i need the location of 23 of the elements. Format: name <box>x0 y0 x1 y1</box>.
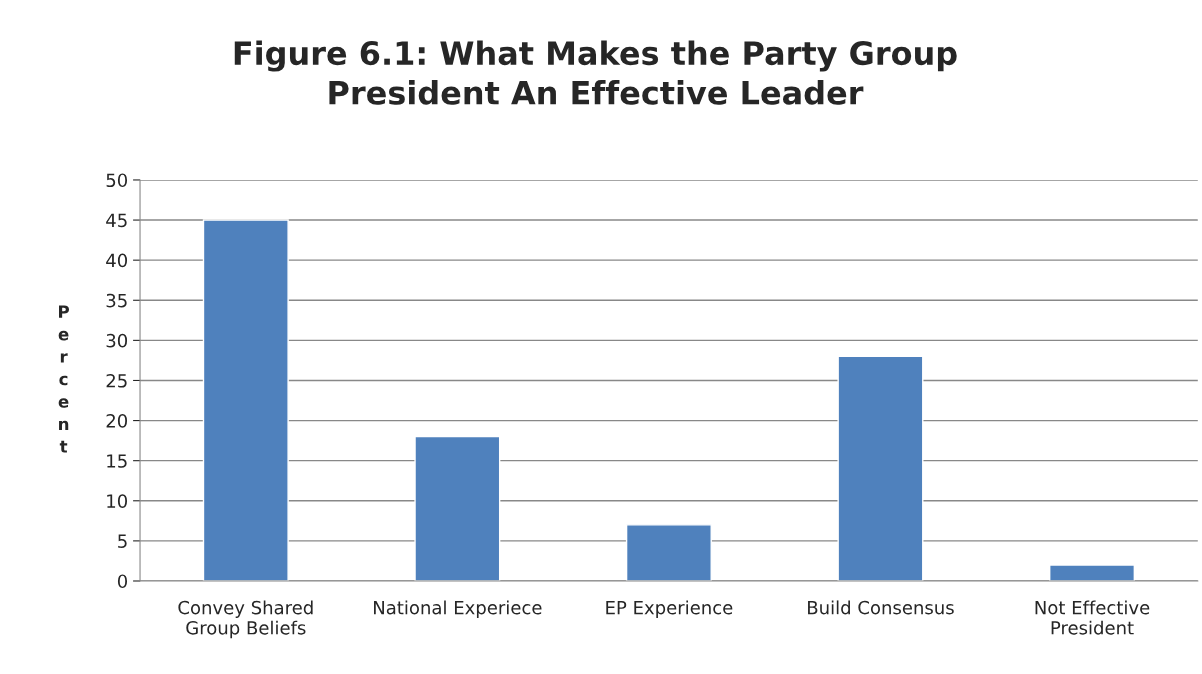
y-tick-label: 10 <box>107 494 128 508</box>
bar <box>625 524 712 581</box>
y-tick-label: 25 <box>106 373 127 388</box>
y-tick-label: 40 <box>106 253 128 268</box>
bar <box>837 355 924 581</box>
y-axis-title: Percent <box>58 305 70 453</box>
x-tick-label: National Experiece <box>374 600 542 618</box>
y-tick-label: 20 <box>106 414 128 428</box>
y-tick-label: 35 <box>106 293 127 308</box>
y-tick-label: 45 <box>106 213 127 228</box>
x-tick-label: Not Effective President <box>1035 600 1150 635</box>
x-tick-label: Build Consensus <box>808 600 954 615</box>
bar <box>1049 564 1136 581</box>
x-tick-label: Convey Shared Group Beliefs <box>178 600 313 639</box>
y-tick-label: 15 <box>107 454 127 468</box>
bar <box>414 435 501 581</box>
y-tick-label: 5 <box>118 534 127 548</box>
x-tick-label: EP Experience <box>606 600 733 618</box>
bar <box>202 219 289 581</box>
chart-title: Figure 6.1: What Makes the Party Group President An Effective Leader <box>234 40 957 105</box>
y-tick-label: 0 <box>117 574 128 589</box>
y-tick-label: 50 <box>106 173 128 188</box>
y-tick-label: 30 <box>106 333 128 348</box>
